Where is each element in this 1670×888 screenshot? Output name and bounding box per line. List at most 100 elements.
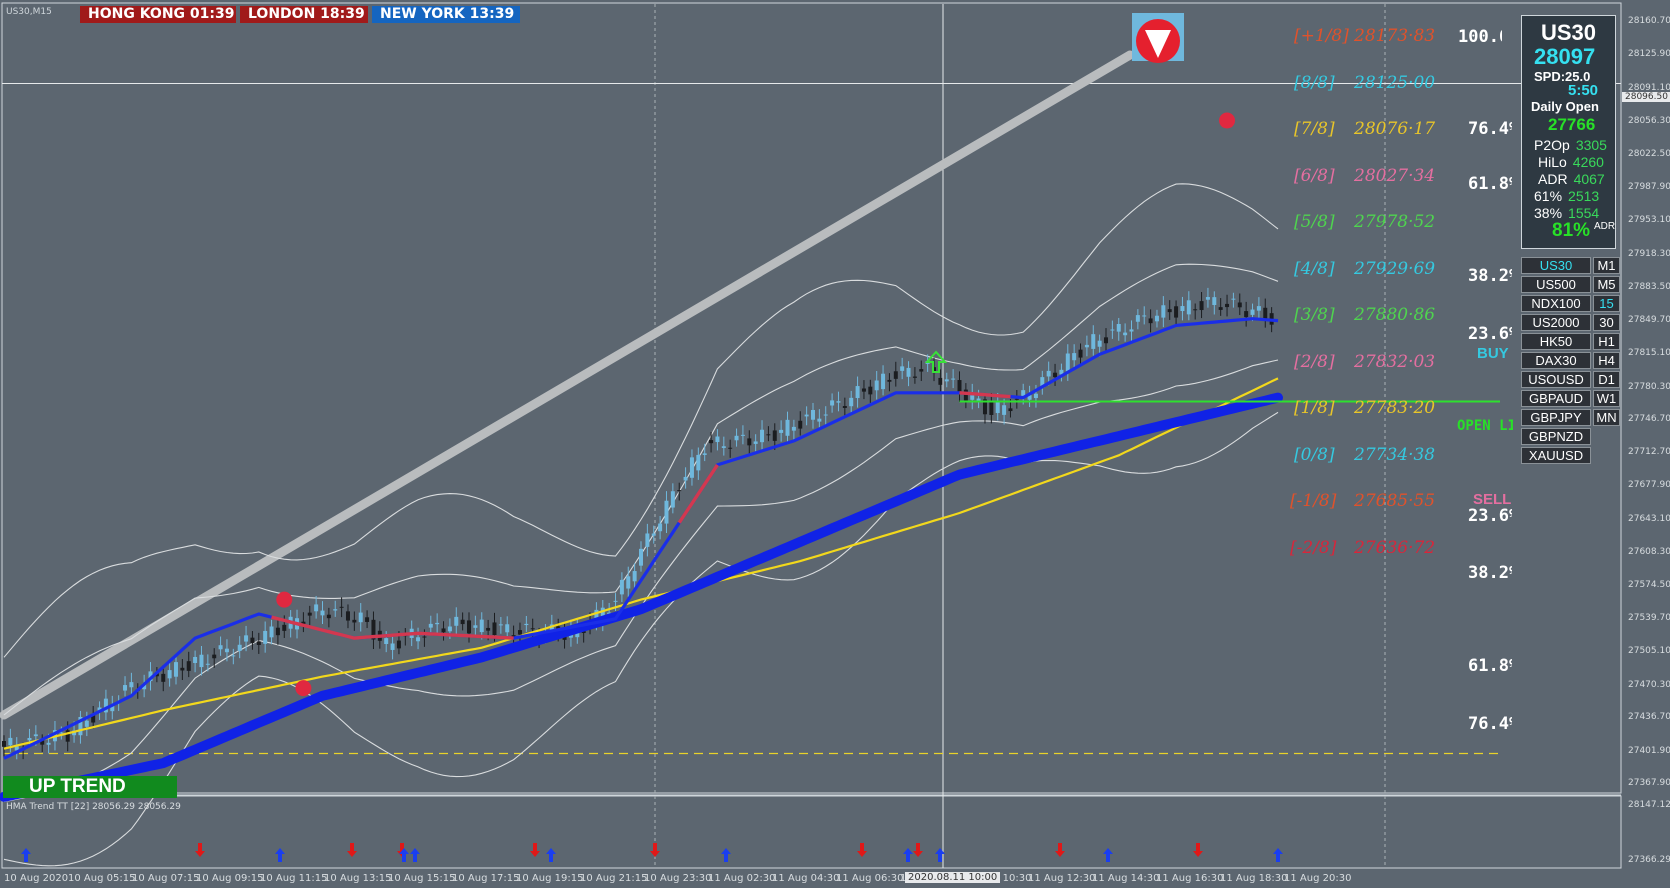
y-tick-label: 28091.10 [1628,82,1670,93]
y-tick-label: 27953.10 [1628,215,1670,226]
candle [849,390,854,413]
timeframe-button-m1[interactable]: M1 [1593,257,1620,274]
indicator-caption: HMA Trend TT [22] 28056.29 28056.29 [6,802,181,812]
murrey-label-0: [+1/8] [1294,26,1349,46]
candle [1078,343,1083,367]
timeframe-button-mn[interactable]: MN [1593,409,1620,426]
hma-arrow-down-7 [530,843,540,857]
candle [855,376,860,408]
symbol-button-usousd[interactable]: USOUSD [1521,371,1591,388]
broker-logo-mark [1145,30,1171,58]
candle [677,482,682,501]
y-tick-label: 27436.70 [1628,712,1670,723]
murrey-value-2: 28076·17 [1354,119,1436,139]
candle [193,650,198,673]
candle [1180,296,1185,321]
candle [205,654,210,672]
timeframe-button-15[interactable]: 15 [1593,295,1620,312]
candle [1167,300,1172,320]
candle [1225,294,1230,317]
x-tick-label: 10 Aug 17:15 [452,873,520,884]
candle [1218,298,1223,316]
symbol-button-us30[interactable]: US30 [1521,257,1591,274]
x-tick-label: 11 Aug 02:30 [708,873,776,884]
murrey-value-6: 27880·86 [1354,305,1436,325]
timeframe-button-w1[interactable]: W1 [1593,390,1620,407]
y-tick-label: 28160.70 [1628,15,1670,26]
session-0: HONG KONG 01:39 [80,6,236,23]
candle [938,369,943,395]
y-tick-label: 27815.10 [1628,348,1670,359]
candle [791,419,796,441]
symbol-button-us500[interactable]: US500 [1521,276,1591,293]
x-tick-label: 10 Aug 07:15 [132,873,200,884]
symbol-button-gbpjpy[interactable]: GBPJPY [1521,409,1591,426]
candle [218,636,223,656]
candle [702,443,707,462]
session-2: NEW YORK 13:39 [372,6,520,23]
panel-countdown: 5:50 [1568,82,1599,99]
plot-frame [1,2,1622,794]
y-tick-label: 27401.90 [1628,745,1670,756]
timeframe-button-30[interactable]: 30 [1593,314,1620,331]
murrey-label-6: [3/8] [1294,305,1335,325]
y-tick-label: 27539.70 [1628,613,1670,624]
hma-arrow-down-1 [195,843,205,857]
candle [1135,309,1140,330]
candle [887,373,892,392]
candle [307,605,312,626]
slow-trend-line [0,392,1283,802]
panel-row-0: P2Op 3305 [1534,137,1607,153]
symbol-button-xauusd[interactable]: XAUUSD [1521,447,1591,464]
candle [982,392,987,424]
timeframe-button-h4[interactable]: H4 [1593,352,1620,369]
panel-row-key: 61% [1534,188,1563,204]
panel-row-key: P2Op [1534,137,1570,153]
symbol-button-gbpnzd[interactable]: GBPNZD [1521,428,1591,445]
murrey-value-8: 27783·20 [1354,398,1436,418]
y-tick-label: 27608.30 [1628,547,1670,558]
murrey-label-11: [-2/8] [1290,537,1337,558]
x-tick-label: 10 Aug 11:15 [260,873,328,884]
candle [626,566,631,597]
symbol-button-hk50[interactable]: HK50 [1521,333,1591,350]
x-tick-label: 10 Aug 23:30 [644,873,712,884]
candle [632,563,637,591]
candle [371,611,376,650]
candle [14,737,19,760]
x-tick-label: 11 Aug 12:30 [1028,873,1096,884]
y-tick-label: 28125.90 [1628,49,1670,60]
x-tick-label: 10 Aug 2020 [4,873,69,884]
candle [932,357,937,382]
fib-label-5: 23.6% [1468,506,1512,526]
candle [428,615,433,634]
signal-dot-2 [1219,112,1236,129]
timeframe-button-h1[interactable]: H1 [1593,333,1620,350]
panel-row-value: 1554 [1568,205,1600,221]
candle [467,612,472,643]
x-tick-label: 11 Aug 20:30 [1284,873,1352,884]
timeframe-button-d1[interactable]: D1 [1593,371,1620,388]
symbol-button-dax30[interactable]: DAX30 [1521,352,1591,369]
hma-arrow-up-10 [721,848,731,862]
sub-tick-bottom: 27366.29 [1628,855,1670,865]
hma-arrow-up-6 [410,848,420,862]
candle [963,383,968,409]
timeframe-button-m5[interactable]: M5 [1593,276,1620,293]
hma-arrow-down-9 [650,843,660,857]
symbol-button-gbpaud[interactable]: GBPAUD [1521,390,1591,407]
candle [1174,300,1179,326]
hma-arrow-down-11 [857,843,867,857]
candle [1040,370,1045,395]
murrey-value-9: 27734·38 [1354,444,1436,465]
candle [740,425,745,445]
symbol-button-ndx100[interactable]: NDX100 [1521,295,1591,312]
murrey-value-3: 28027·34 [1354,165,1436,186]
candle [2,735,6,757]
candle [441,621,446,641]
symbol-button-us2000[interactable]: US2000 [1521,314,1591,331]
candle [804,406,809,426]
candle [810,402,815,429]
fib-label-4: 23.6% [1468,324,1512,344]
